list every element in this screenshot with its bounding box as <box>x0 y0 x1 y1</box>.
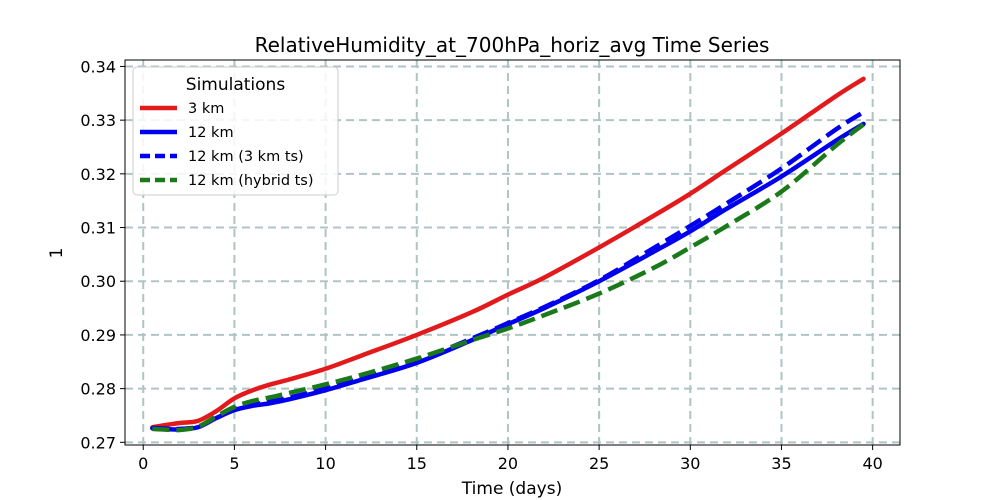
x-tick-label: 15 <box>407 454 427 473</box>
legend-label: 12 km (hybrid ts) <box>188 173 314 189</box>
x-tick-label: 25 <box>589 454 609 473</box>
x-tick-label: 30 <box>680 454 700 473</box>
series-lines <box>150 76 866 433</box>
x-tick-label: 10 <box>315 454 335 473</box>
y-tick-label: 0.32 <box>80 165 116 184</box>
x-tick-label: 35 <box>771 454 791 473</box>
x-tick-label: 40 <box>862 454 882 473</box>
legend-box <box>132 66 339 196</box>
y-tick-label: 0.33 <box>80 111 116 130</box>
legend-label: 3 km <box>188 101 224 117</box>
legend-entries: 3 km 12 km 12 km (3 km ts) 12 km (hybrid ts… <box>140 101 314 189</box>
x-tick-label: 20 <box>498 454 518 473</box>
legend-label: 12 km <box>188 125 234 141</box>
y-tick-label: 0.30 <box>80 272 116 291</box>
y-tick-label: 0.31 <box>80 219 116 238</box>
series-line-12-km-hybrid-ts <box>152 122 865 433</box>
chart-title: RelativeHumidity_at_700hPa_horiz_avg Tim… <box>255 33 770 57</box>
legend-label: 12 km (3 km ts) <box>188 149 304 165</box>
y-axis-label: 1 <box>47 248 67 259</box>
plot-area-frame <box>124 59 901 446</box>
x-tick-label: 5 <box>229 454 239 473</box>
legend: Simulations 3 km 12 km 12 km (3 km ts) 12 k… <box>132 66 339 196</box>
axis-ticks: 0 5 10 15 20 25 30 35 40 0.27 0.28 0.29 0.30 0.31 0.32… <box>80 57 882 473</box>
series-line-3-km <box>150 76 866 430</box>
x-axis-label: Time (days) <box>461 479 562 499</box>
y-tick-label: 0.29 <box>80 326 116 345</box>
y-tick-label: 0.34 <box>80 57 116 76</box>
legend-title: Simulations <box>186 75 286 95</box>
y-tick-label: 0.27 <box>80 433 116 452</box>
y-tick-label: 0.28 <box>80 380 116 399</box>
x-tick-label: 0 <box>138 454 148 473</box>
